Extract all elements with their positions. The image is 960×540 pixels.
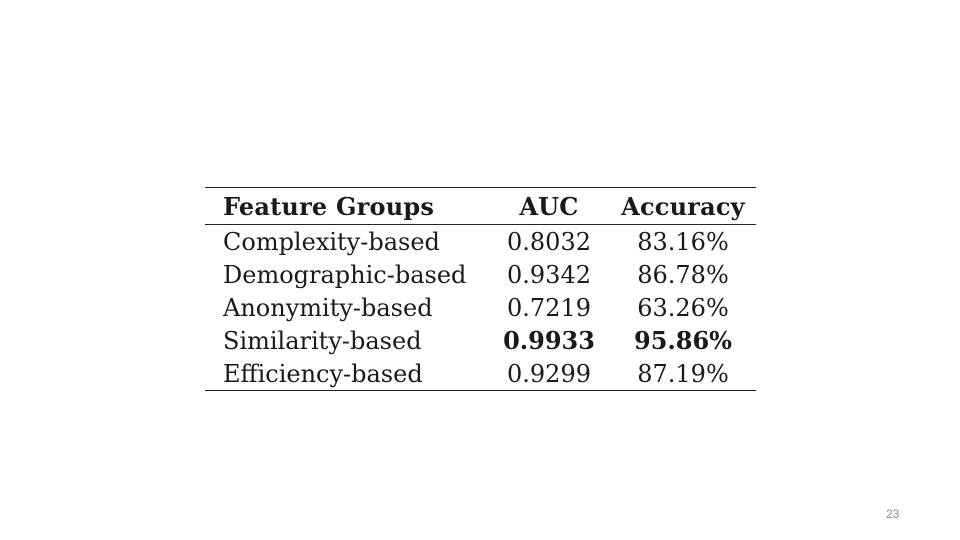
accuracy-cell: 87.19% [637, 359, 729, 388]
feature-group-cell: Efficiency-based [223, 359, 423, 388]
header-feature-groups: Feature Groups [223, 191, 435, 221]
table-row: Efficiency-based 0.9299 87.19% [205, 357, 756, 391]
table-row: Similarity-based 0.9933 95.86% [205, 324, 756, 357]
accuracy-cell: 83.16% [637, 227, 729, 256]
auc-cell: 0.9342 [507, 260, 591, 289]
page-number: 23 [886, 507, 900, 521]
table-header-row: Feature Groups AUC Accuracy [205, 187, 756, 225]
header-auc: AUC [519, 191, 579, 221]
feature-group-cell: Similarity-based [223, 326, 422, 355]
auc-cell: 0.8032 [507, 227, 591, 256]
table-row: Demographic-based 0.9342 86.78% [205, 258, 756, 291]
feature-group-cell: Complexity-based [223, 227, 440, 256]
header-accuracy: Accuracy [621, 191, 745, 221]
table-row: Anonymity-based 0.7219 63.26% [205, 291, 756, 324]
table-row: Complexity-based 0.8032 83.16% [205, 225, 756, 259]
feature-group-cell: Anonymity-based [223, 293, 433, 322]
accuracy-cell-best: 95.86% [634, 326, 732, 355]
results-table: Feature Groups AUC Accuracy Complexity-b… [205, 187, 756, 391]
auc-cell: 0.7219 [507, 293, 591, 322]
accuracy-cell: 63.26% [637, 293, 729, 322]
auc-cell-best: 0.9933 [503, 326, 595, 355]
feature-group-cell: Demographic-based [223, 260, 467, 289]
accuracy-cell: 86.78% [637, 260, 729, 289]
auc-cell: 0.9299 [507, 359, 591, 388]
